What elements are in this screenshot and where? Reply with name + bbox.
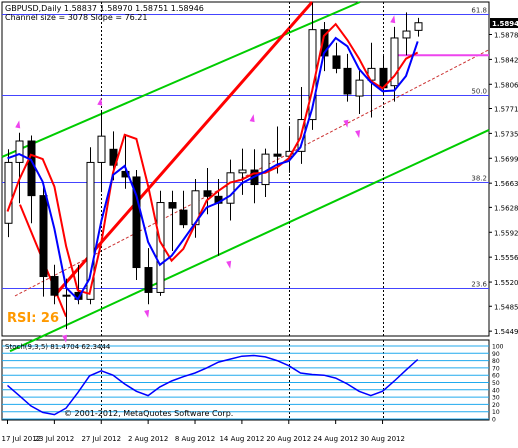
candle-body [203,190,212,197]
candle-body [273,153,282,157]
fib-level-label: 61.8 [471,7,487,15]
fractal-down-arrow [144,309,150,318]
rsi-label: RSI: 26 [7,311,59,326]
channel-info: Channel size = 3078 Slope = 76.21 [5,13,147,22]
stoch-plot-frame [1,339,490,421]
stoch-main-line [7,354,419,416]
candle-body [62,294,71,297]
fib-level-label: 38.2 [471,175,487,183]
price-tick-label: 1.56630 [494,180,518,188]
blue-moving-average [7,36,419,301]
date-tick-label: 20 Aug 2012 [266,435,311,443]
price-tick-label: 1.58420 [494,56,518,64]
date-tick-label: 8 Aug 2012 [175,435,215,443]
price-tick-label: 1.55920 [494,229,518,237]
price-axis: 1.58780 1.58420 1.58060 1.57710 1.57350 1.569… [489,18,518,336]
fractal-down-arrow [62,334,68,343]
candle-body [97,135,106,163]
fib-level-label: 23.6 [471,281,487,289]
candle-body [4,161,13,224]
fractal-up-arrow [249,114,255,123]
stoch-tick-label: 30 [492,395,500,402]
date-tick-label: 24 Aug 2012 [313,435,358,443]
date-tick-label: 14 Aug 2012 [219,435,264,443]
candle-body [50,276,59,296]
stoch-label: Stoch(9,3,5) 81.4704 62.3444 [5,343,111,351]
stoch-tick-label: 80 [492,358,500,365]
fractal-up-arrow [15,120,21,129]
stoch-tick-label: 60 [492,373,500,380]
fractal-down-arrow [226,260,232,269]
candle-body [179,209,188,226]
moving-averages [6,22,419,301]
red-moving-average [6,22,419,296]
price-tick-label: 1.55560 [494,254,518,262]
candle-body [332,55,341,69]
candle-body [132,176,141,269]
candle-body [238,169,247,174]
stoch-tick-label: 0 [492,417,496,424]
stoch-tick-label: 40 [492,387,500,394]
candle-body [39,195,48,278]
fractal-up-arrow [97,97,103,106]
current-price-label: 1.58946 [492,20,518,28]
price-tick-label: 1.57350 [494,130,518,138]
stoch-tick-label: 50 [492,380,500,387]
fractal-up-arrow [390,15,396,24]
stoch-tick-label: 70 [492,365,500,372]
fib-level-label: 50.0 [471,88,487,96]
stoch-tick-label: 10 [492,409,500,416]
price-tick-label: 1.56280 [494,204,518,212]
date-tick-label: 23 Jul 2012 [35,435,75,443]
candle-body [355,79,364,97]
price-tick-label: 1.58780 [494,32,518,40]
candle-body [144,267,153,293]
candle-body [343,67,352,95]
candle-body [15,140,24,163]
stoch-tick-label: 100 [492,344,504,351]
fractal-down-arrow [343,119,349,128]
price-tick-label: 1.55200 [494,279,518,287]
date-tick-label: 27 Jul 2012 [81,435,121,443]
price-tick-label: 1.56990 [494,155,518,163]
date-tick-label: 17 Jul 2012 [2,435,42,443]
candle-body [27,140,36,197]
channel-upper-line [1,1,361,158]
date-tick-label: 2 Aug 2012 [128,435,168,443]
price-tick-label: 1.54490 [494,328,518,336]
candle-body [402,30,411,39]
candle-body [86,161,95,300]
date-tick-label: 30 Aug 2012 [360,435,405,443]
red-trend-line [53,1,314,297]
fractal-down-arrow [355,130,361,139]
channel-lower-line [9,129,490,353]
candle-body [320,29,329,57]
candle-body [168,202,177,209]
main-plot-frame [1,1,490,337]
stoch-tick-label: 90 [492,351,500,358]
candle-body [390,37,399,87]
price-tick-label: 1.57710 [494,105,518,113]
fractal-markers [15,15,396,343]
current-price-marker [490,18,518,29]
symbol-header: GBPUSD,Daily 1.58837 1.58970 1.58751 1.5… [5,4,204,13]
price-tick-label: 1.58060 [494,81,518,89]
candle-body [226,172,235,204]
candle-body [414,22,423,31]
price-tick-label: 1.54850 [494,303,518,311]
stoch-tick-label: 20 [492,402,500,409]
copyright-text: © 2001-2012, MetaQuotes Software Corp. [64,409,233,418]
fibonacci-levels: 61.8 50.0 38.2 23.6 [2,7,489,289]
